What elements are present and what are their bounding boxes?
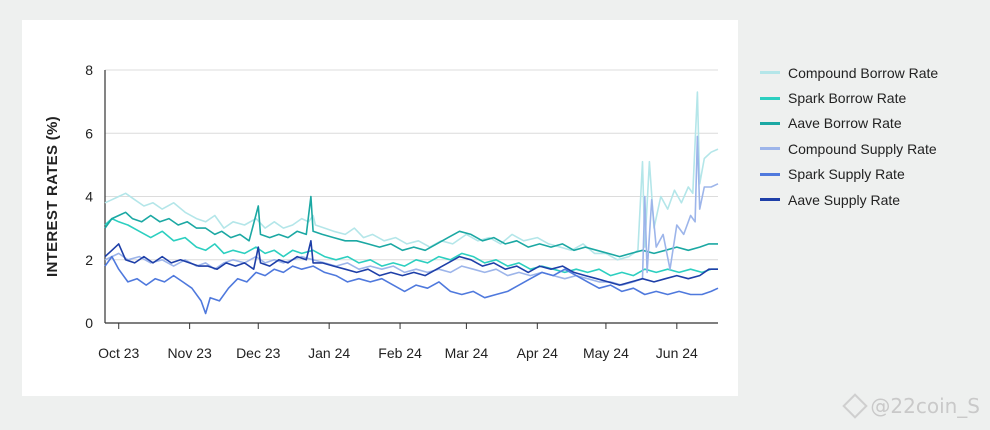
y-tick-label: 4 bbox=[85, 189, 93, 205]
watermark-text: @22coin_S bbox=[870, 394, 980, 418]
y-tick-label: 0 bbox=[85, 315, 93, 331]
x-tick-label: Apr 24 bbox=[517, 345, 558, 361]
legend-swatch bbox=[760, 71, 780, 75]
legend-item: Aave Supply Rate bbox=[760, 187, 938, 212]
legend-item: Spark Borrow Rate bbox=[760, 85, 938, 110]
legend-item: Compound Supply Rate bbox=[760, 136, 938, 161]
x-tick-label: May 24 bbox=[583, 345, 629, 361]
chart-card: 0 2 4 6 8 Oct 23 Nov 23 Dec 23 Jan 24 Feb 24 Mar 2… bbox=[22, 20, 738, 396]
line-chart: 0 2 4 6 8 Oct 23 Nov 23 Dec 23 Jan 24 Feb 24 Mar 2… bbox=[44, 62, 719, 361]
x-tick-label: Mar 24 bbox=[445, 345, 489, 361]
legend-item: Aave Borrow Rate bbox=[760, 111, 938, 136]
legend-label: Aave Borrow Rate bbox=[788, 115, 902, 132]
legend-label: Compound Borrow Rate bbox=[788, 64, 939, 81]
legend-swatch bbox=[760, 121, 780, 125]
y-tick-label: 2 bbox=[85, 252, 93, 268]
legend-item: Spark Supply Rate bbox=[760, 162, 938, 187]
x-tick-label: Jan 24 bbox=[308, 345, 350, 361]
y-axis-title: INTEREST RATES (%) bbox=[44, 116, 61, 277]
legend-swatch bbox=[760, 172, 780, 176]
x-tick-label: Feb 24 bbox=[378, 345, 422, 361]
legend-item: Compound Borrow Rate bbox=[760, 60, 938, 85]
watermark: @22coin_S bbox=[842, 393, 980, 419]
x-tick-label: Nov 23 bbox=[167, 345, 212, 361]
binance-diamond-icon bbox=[842, 393, 869, 419]
series-line-2 bbox=[104, 217, 718, 277]
series-line-1 bbox=[104, 91, 719, 261]
legend-swatch bbox=[760, 147, 780, 151]
series-line-3 bbox=[104, 195, 718, 258]
legend-label: Spark Supply Rate bbox=[788, 166, 905, 183]
legend-label: Spark Borrow Rate bbox=[788, 90, 907, 107]
legend-label: Aave Supply Rate bbox=[788, 191, 901, 208]
legend-swatch bbox=[760, 96, 780, 100]
x-tick-label: Oct 23 bbox=[98, 345, 139, 361]
legend-label: Compound Supply Rate bbox=[788, 140, 937, 157]
chart-legend: Compound Borrow Rate Spark Borrow Rate Aav… bbox=[760, 60, 938, 212]
y-tick-label: 8 bbox=[85, 62, 93, 78]
x-tick-label: Jun 24 bbox=[656, 345, 698, 361]
series-line-6 bbox=[104, 240, 718, 286]
x-tick-label: Dec 23 bbox=[236, 345, 281, 361]
legend-swatch bbox=[760, 198, 780, 202]
y-tick-label: 6 bbox=[85, 125, 93, 141]
series-line-5 bbox=[104, 255, 719, 315]
